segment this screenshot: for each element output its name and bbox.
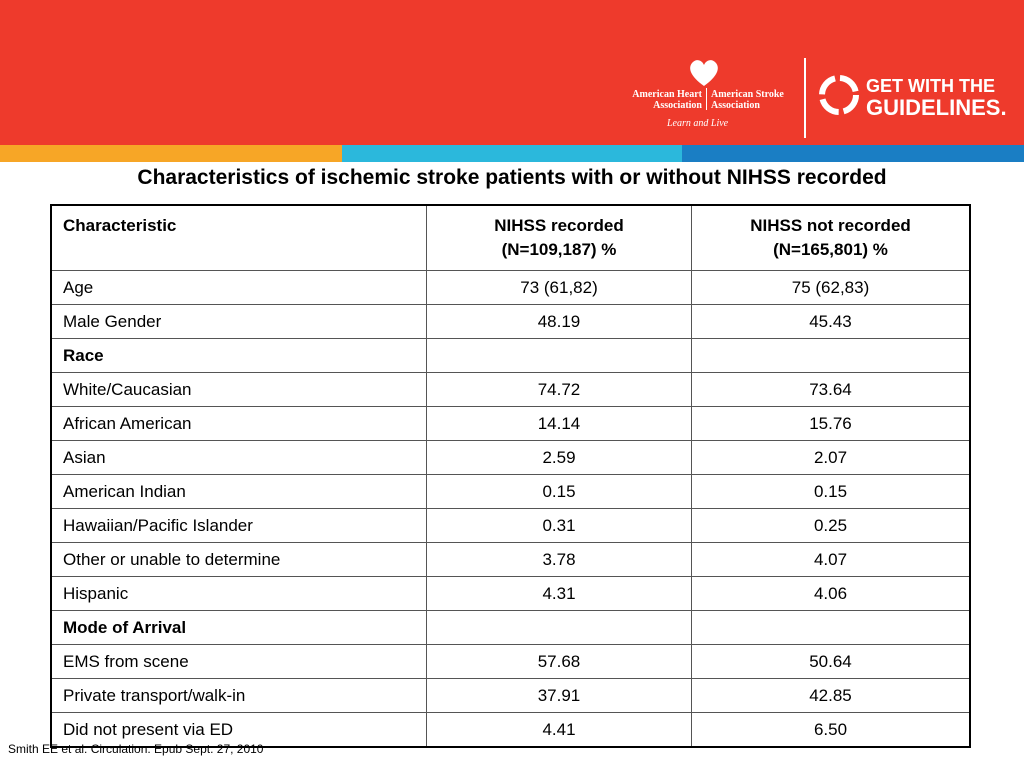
cell: 0.31 <box>426 508 692 543</box>
cell: Male Gender <box>50 304 427 339</box>
cell <box>691 610 971 645</box>
table-row: Hawaiian/Pacific Islander 0.31 0.25 <box>50 508 971 543</box>
cell: White/Caucasian <box>50 372 427 407</box>
cell: 75 (62,83) <box>691 270 971 305</box>
table-row: Age 73 (61,82) 75 (62,83) <box>50 270 971 305</box>
header-text: (N=109,187) % <box>501 240 617 259</box>
cell: 42.85 <box>691 678 971 713</box>
aha-logo: American Heart Association <box>616 89 702 111</box>
cell: EMS from scene <box>50 644 427 679</box>
cell: 15.76 <box>691 406 971 441</box>
header-row: Characteristic NIHSS recorded (N=109,187) … <box>50 204 971 271</box>
cell: 48.19 <box>426 304 692 339</box>
cell: African American <box>50 406 427 441</box>
logo-text: Association <box>653 100 702 111</box>
cell: 0.15 <box>426 474 692 509</box>
table-row: Male Gender 48.19 45.43 <box>50 304 971 339</box>
cell: Other or unable to determine <box>50 542 427 577</box>
gwtg-text: GUIDELINES. <box>866 95 1007 120</box>
cell: 6.50 <box>691 712 971 748</box>
cell: 50.64 <box>691 644 971 679</box>
cell: 4.06 <box>691 576 971 611</box>
gwtg-text: GET WITH THE <box>866 76 995 96</box>
header-text: Characteristic <box>63 216 177 235</box>
heart-icon <box>690 60 718 86</box>
table-row: American Indian 0.15 0.15 <box>50 474 971 509</box>
table-row: Asian 2.59 2.07 <box>50 440 971 475</box>
header-text: NIHSS recorded <box>494 216 624 235</box>
asa-logo: American Stroke Association <box>711 89 784 111</box>
cell: 73 (61,82) <box>426 270 692 305</box>
cell: 4.31 <box>426 576 692 611</box>
table-row: Private transport/walk-in 37.91 42.85 <box>50 678 971 713</box>
table-row: EMS from scene 57.68 50.64 <box>50 644 971 679</box>
cell: Asian <box>50 440 427 475</box>
cell: Race <box>50 338 427 373</box>
cell: Age <box>50 270 427 305</box>
header-cell: Characteristic <box>50 204 427 271</box>
cell: Mode of Arrival <box>50 610 427 645</box>
cell: 0.15 <box>691 474 971 509</box>
table-row: Hispanic 4.31 4.06 <box>50 576 971 611</box>
table-row: Other or unable to determine 3.78 4.07 <box>50 542 971 577</box>
header-band: American Heart Association American Strok… <box>0 0 1024 145</box>
strip <box>342 145 682 162</box>
cell: 0.25 <box>691 508 971 543</box>
cell: Hawaiian/Pacific Islander <box>50 508 427 543</box>
table-row: Mode of Arrival <box>50 610 971 645</box>
cell: 57.68 <box>426 644 692 679</box>
cell: Did not present via ED <box>50 712 427 748</box>
table-row: Did not present via ED 4.41 6.50 <box>50 712 971 748</box>
cell: 14.14 <box>426 406 692 441</box>
divider <box>706 88 707 110</box>
header-cell: NIHSS recorded (N=109,187) % <box>426 204 692 271</box>
table-row: African American 14.14 15.76 <box>50 406 971 441</box>
cell: 73.64 <box>691 372 971 407</box>
cell: 4.07 <box>691 542 971 577</box>
tagline: Learn and Live <box>667 118 729 129</box>
cell: 45.43 <box>691 304 971 339</box>
header-text: NIHSS not recorded <box>750 216 911 235</box>
cell: 4.41 <box>426 712 692 748</box>
cell: American Indian <box>50 474 427 509</box>
cell: 2.07 <box>691 440 971 475</box>
table: Characteristic NIHSS recorded (N=109,187) … <box>50 204 971 748</box>
header-text: (N=165,801) % <box>773 240 888 259</box>
cell: 2.59 <box>426 440 692 475</box>
header-cell: NIHSS not recorded (N=165,801) % <box>691 204 971 271</box>
logo-text: American Heart <box>632 89 702 100</box>
logo-text: Association <box>711 100 760 111</box>
table-row: White/Caucasian 74.72 73.64 <box>50 372 971 407</box>
cell: Hispanic <box>50 576 427 611</box>
table-row: Race <box>50 338 971 373</box>
cell: 37.91 <box>426 678 692 713</box>
cell: 74.72 <box>426 372 692 407</box>
citation: Smith EE et al. Circulation. Epub Sept. … <box>8 742 264 756</box>
divider <box>804 58 806 138</box>
strip <box>682 145 1024 162</box>
cell <box>426 610 692 645</box>
cell <box>691 338 971 373</box>
cell: 3.78 <box>426 542 692 577</box>
cell: Private transport/walk-in <box>50 678 427 713</box>
cell <box>426 338 692 373</box>
gwtg-icon <box>819 75 859 115</box>
strip <box>0 145 342 162</box>
slide-title: Characteristics of ischemic stroke patie… <box>137 166 887 189</box>
logo-text: American Stroke <box>711 89 784 100</box>
